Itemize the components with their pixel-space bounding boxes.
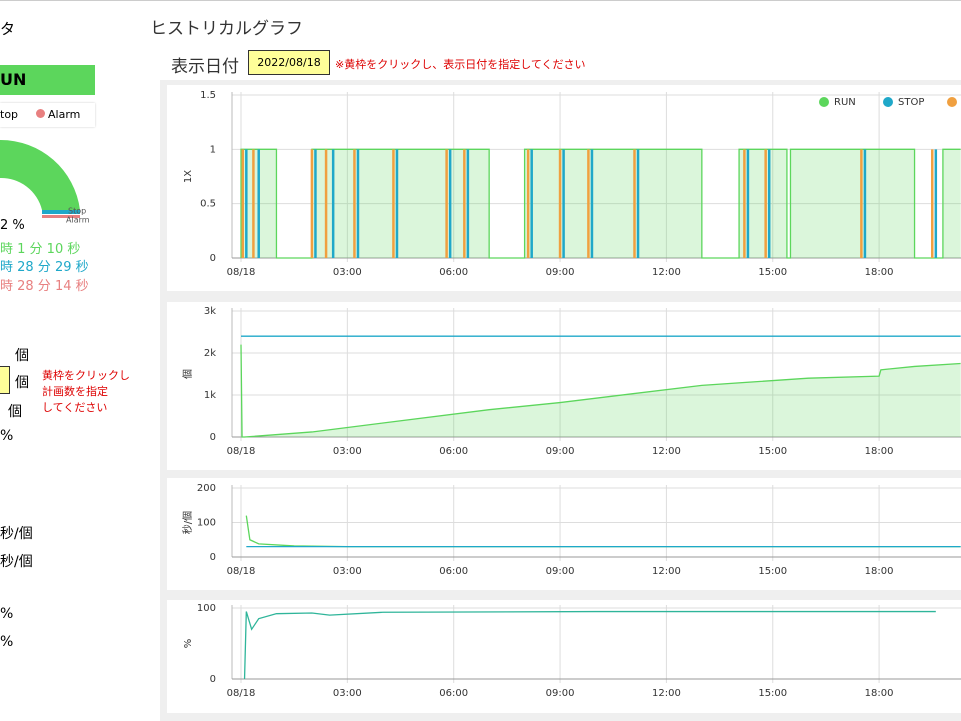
y-tick-label: 0 (210, 674, 216, 685)
y-axis-label: 秒/個 (181, 511, 194, 534)
status-box: UN (0, 65, 95, 95)
y-tick-label: 100 (197, 603, 216, 614)
unit: % (0, 634, 14, 650)
donut-label: Alarm (66, 216, 90, 225)
alarm-time: 時 28 分 14 秒 (0, 279, 89, 294)
x-tick-label: 08/18 (227, 688, 256, 699)
x-tick-label: 09:00 (546, 566, 575, 577)
note-line: してください (42, 401, 108, 414)
donut-stop (42, 210, 80, 214)
y-tick-label: 3k (204, 306, 216, 317)
series-line (243, 610, 936, 680)
x-tick-label: 06:00 (439, 446, 468, 457)
plan-note: 黄枠をクリックし 計画数を指定 してください (42, 368, 130, 416)
legend-label: Alarm (48, 108, 81, 121)
run-time: 時 1 分 10 秒 (0, 242, 81, 257)
series-line (240, 344, 961, 438)
x-tick-label: 06:00 (439, 688, 468, 699)
x-tick-label: 09:00 (546, 446, 575, 457)
x-tick-label: 15:00 (758, 566, 787, 577)
x-tick-label: 08/18 (227, 267, 256, 278)
donut-legend: top Alarm (0, 103, 95, 127)
x-tick-label: 03:00 (333, 566, 362, 577)
y-tick-label: 200 (197, 483, 216, 494)
y-tick-label: 0.5 (200, 199, 216, 210)
legend-label: top (0, 108, 19, 121)
rate: 2 % (0, 218, 25, 233)
legend-dot (883, 97, 893, 107)
legend-dot (819, 97, 829, 107)
x-tick-label: 03:00 (333, 446, 362, 457)
x-tick-label: 09:00 (546, 267, 575, 278)
status: UN (0, 70, 27, 89)
x-tick-label: 12:00 (652, 267, 681, 278)
note-line: 計画数を指定 (42, 385, 108, 398)
x-tick-label: 06:00 (439, 267, 468, 278)
unit: 個 (8, 404, 22, 420)
note-line: 黄枠をクリックし (42, 369, 130, 382)
x-tick-label: 03:00 (333, 267, 362, 278)
x-tick-label: 18:00 (865, 688, 894, 699)
x-tick-label: 08/18 (227, 566, 256, 577)
y-axis-label: 1X (183, 170, 194, 183)
panel-title: タ (0, 20, 16, 38)
y-tick-label: 2k (204, 348, 216, 359)
x-tick-label: 06:00 (439, 566, 468, 577)
legend-label: RUN (834, 97, 856, 108)
x-tick-label: 12:00 (652, 688, 681, 699)
donut: Stop Alarm (0, 139, 90, 225)
unit: 秒/個 (0, 554, 33, 570)
stop-time: 時 28 分 29 秒 (0, 260, 89, 275)
x-tick-label: 12:00 (652, 566, 681, 577)
x-tick-label: 18:00 (865, 446, 894, 457)
x-tick-label: 15:00 (758, 446, 787, 457)
donut-run (0, 139, 80, 210)
y-axis-label: 個 (181, 369, 194, 379)
unit: 秒/個 (0, 526, 33, 542)
chart-panel (167, 302, 961, 470)
x-tick-label: 03:00 (333, 688, 362, 699)
date-label: 表示日付 (171, 57, 239, 77)
plan-input[interactable] (0, 366, 10, 394)
legend-dot (947, 97, 957, 107)
x-tick-label: 08/18 (227, 446, 256, 457)
legend-label: STOP (898, 97, 924, 108)
unit: 個 (15, 375, 29, 391)
y-tick-label: 0 (210, 552, 216, 563)
x-tick-label: 18:00 (865, 566, 894, 577)
x-tick-label: 09:00 (546, 688, 575, 699)
y-tick-label: 0 (210, 253, 216, 264)
x-tick-label: 15:00 (758, 267, 787, 278)
page-title: ヒストリカルグラフ (150, 19, 303, 39)
chart-panel (167, 478, 961, 590)
date-input[interactable]: 2022/08/18 (248, 50, 330, 75)
y-tick-label: 1 (210, 144, 216, 155)
y-tick-label: 1k (204, 390, 216, 401)
y-tick-label: 1.5 (200, 90, 216, 101)
area-fill (241, 149, 961, 258)
donut-label: Stop (68, 207, 86, 216)
y-axis-label: % (183, 639, 194, 649)
x-tick-label: 12:00 (652, 446, 681, 457)
chart-panel (167, 600, 961, 713)
legend-dot (35, 109, 45, 118)
donut-alarm (42, 215, 80, 218)
area-fill (241, 344, 961, 437)
x-tick-label: 15:00 (758, 688, 787, 699)
y-tick-label: 0 (210, 432, 216, 443)
y-tick-label: 100 (197, 518, 216, 529)
series-line (240, 148, 961, 259)
unit: % (0, 428, 14, 444)
top-border (0, 0, 961, 1)
date-note: ※黄枠をクリックし、表示日付を指定してください (335, 58, 586, 71)
unit: 個 (15, 348, 29, 364)
x-tick-label: 18:00 (865, 267, 894, 278)
unit: % (0, 606, 14, 622)
